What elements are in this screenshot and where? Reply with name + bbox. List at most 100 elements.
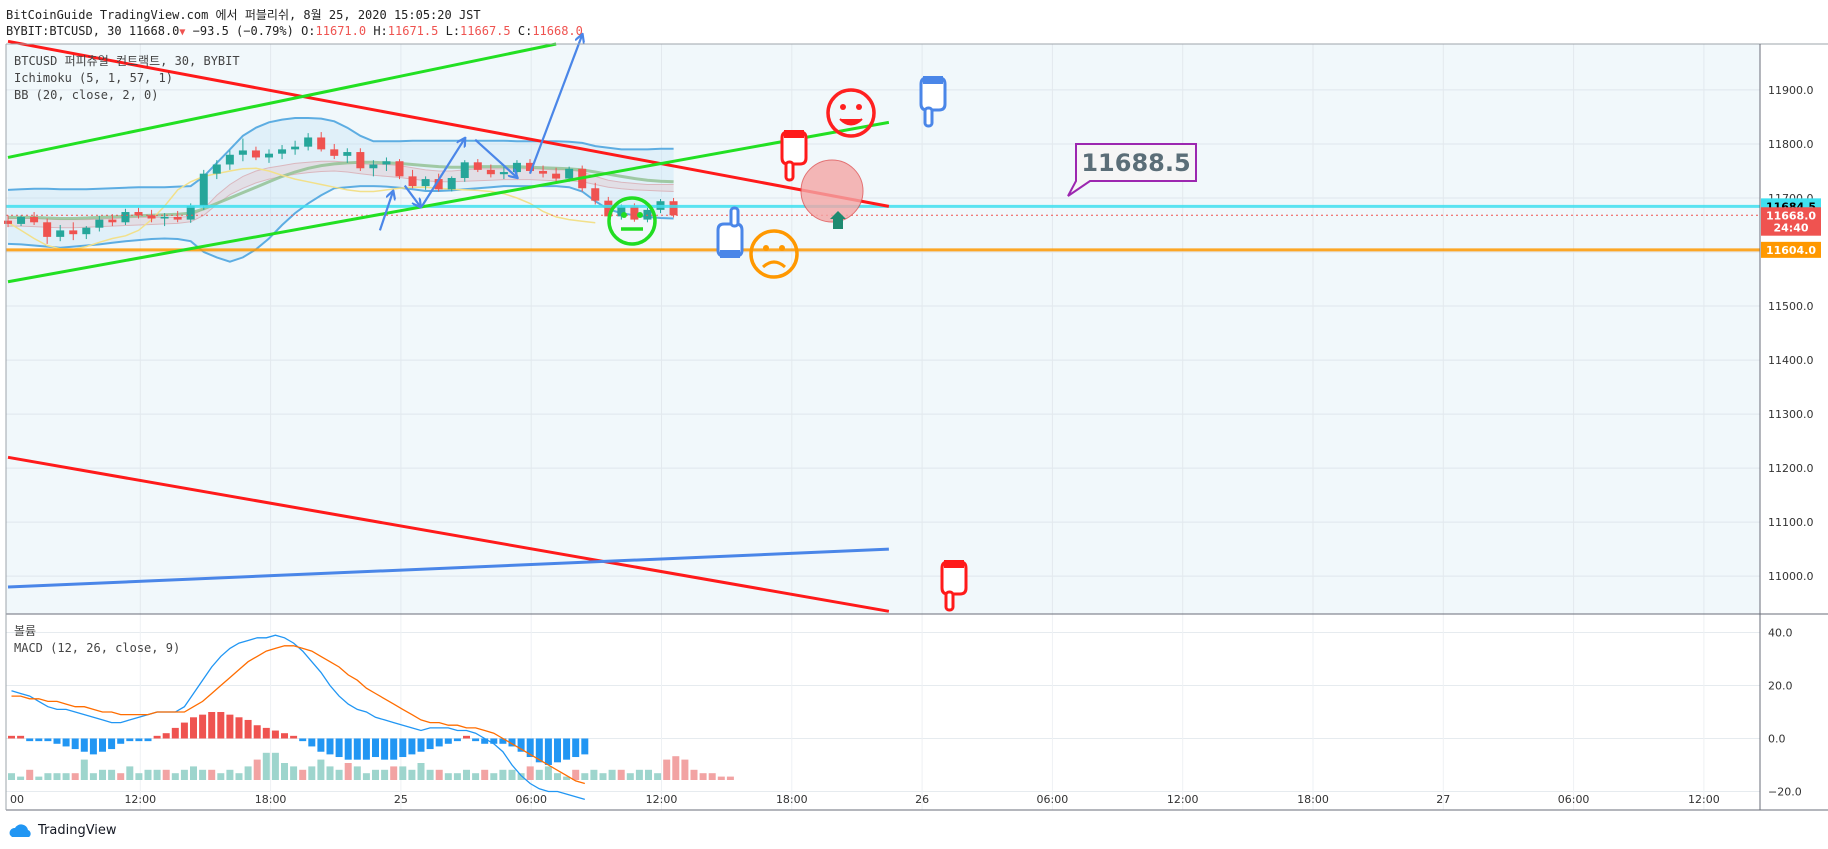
candle-body bbox=[499, 172, 508, 175]
open-value: 11671.0 bbox=[315, 24, 367, 38]
volume-bar bbox=[554, 773, 561, 780]
volume-bar bbox=[572, 769, 580, 780]
volume-bar bbox=[71, 773, 79, 780]
candle-body bbox=[30, 216, 39, 223]
trend-line-blue bbox=[7, 547, 889, 589]
price-tag-label: 11668.0 bbox=[1766, 209, 1816, 222]
legend-bb[interactable]: BB (20, close, 2, 0) bbox=[14, 88, 159, 102]
candle-body bbox=[291, 146, 300, 150]
volume-bar bbox=[217, 773, 225, 780]
volume-bar bbox=[490, 773, 498, 780]
histogram-bar bbox=[399, 738, 407, 758]
volume-bar bbox=[344, 763, 352, 780]
volume-bar bbox=[80, 759, 88, 780]
tradingview-footer[interactable]: TradingView bbox=[8, 823, 117, 838]
volume-bar bbox=[399, 766, 407, 780]
histogram-bar bbox=[35, 738, 43, 742]
volume-bar bbox=[481, 769, 489, 780]
hand-down-red-icon bbox=[780, 130, 808, 182]
histogram-bar bbox=[408, 738, 416, 755]
macd-tick-label: 40.0 bbox=[1768, 627, 1793, 640]
histogram-bar bbox=[190, 717, 197, 739]
close-label: C: bbox=[517, 24, 533, 38]
candle-body bbox=[369, 164, 378, 169]
time-axis[interactable]: 00 12:00 18:00 25 06:00 12:00 18:00 26 06:00 12:0… bbox=[10, 793, 1720, 806]
histogram-bar bbox=[126, 738, 134, 742]
histogram-bar bbox=[508, 738, 516, 747]
volume-bar bbox=[581, 773, 589, 780]
volume-bar bbox=[26, 769, 34, 780]
volume-bar bbox=[208, 769, 216, 780]
hand-down-red-icon-cuff bbox=[784, 130, 804, 138]
volume-bar bbox=[672, 756, 680, 780]
histogram-bar bbox=[362, 738, 370, 760]
candle-body bbox=[552, 173, 561, 179]
volume-bar bbox=[226, 769, 234, 780]
candle-body bbox=[134, 212, 143, 216]
histogram-bar bbox=[444, 738, 452, 744]
histogram-bar bbox=[544, 738, 552, 765]
hand-down-red2-icon-cuff bbox=[944, 560, 964, 568]
volume-bar bbox=[617, 769, 625, 780]
candle-body bbox=[539, 170, 548, 174]
volume-bar bbox=[199, 769, 207, 780]
histogram-bar bbox=[563, 738, 571, 760]
candle-body bbox=[617, 206, 626, 217]
price-pane-bg bbox=[6, 44, 1760, 614]
neutral-face-icon-eye bbox=[637, 212, 643, 218]
high-value: 11671.5 bbox=[387, 24, 439, 38]
neutral-face-icon bbox=[607, 196, 657, 246]
volume-bar bbox=[44, 773, 52, 780]
price-tick-label: 11300.0 bbox=[1768, 408, 1814, 421]
candle-body bbox=[265, 153, 273, 158]
histogram-bar bbox=[53, 738, 61, 744]
volume-bar bbox=[544, 766, 552, 780]
histogram-bar bbox=[535, 738, 543, 763]
volume-bar bbox=[89, 773, 97, 780]
forecast-arrow bbox=[528, 35, 582, 175]
volume-bar bbox=[180, 769, 188, 780]
histogram-bar bbox=[344, 738, 352, 760]
hand-down-blue-icon-cuff bbox=[923, 76, 943, 84]
candle-body bbox=[82, 227, 91, 235]
candle-body bbox=[212, 164, 221, 174]
histogram-bar bbox=[62, 738, 70, 747]
histogram-bar bbox=[217, 712, 225, 739]
histogram-bar bbox=[271, 730, 279, 739]
candle-body bbox=[395, 161, 404, 177]
low-label: L: bbox=[445, 24, 461, 38]
histogram-bar bbox=[372, 738, 379, 758]
histogram-bar bbox=[517, 738, 525, 752]
histogram-bar bbox=[99, 738, 106, 752]
hand-up-blue-icon bbox=[716, 206, 744, 258]
candle-body bbox=[304, 137, 313, 147]
forecast-arrow bbox=[420, 139, 465, 208]
candle-body bbox=[526, 162, 534, 171]
legend-title: BTCUSD 퍼피츄얼 컨트랙트, 30, BYBIT bbox=[14, 54, 240, 68]
legend-macd[interactable]: MACD (12, 26, close, 9) bbox=[14, 641, 181, 655]
candle-body bbox=[225, 154, 234, 165]
legend-volume[interactable]: 볼륨 bbox=[14, 624, 37, 638]
histogram-bar bbox=[499, 738, 507, 744]
volume-bar bbox=[117, 773, 125, 780]
volume-bar bbox=[417, 763, 425, 780]
candle-body bbox=[486, 169, 495, 175]
legend-ichimoku[interactable]: Ichimoku (5, 1, 57, 1) bbox=[14, 71, 173, 85]
happy-face-icon-eye bbox=[840, 104, 846, 110]
sad-face-icon-mouth bbox=[761, 260, 787, 269]
price-tick-label: 11900.0 bbox=[1768, 84, 1814, 97]
time-tick-label: 18:00 bbox=[1297, 793, 1329, 806]
candle-body bbox=[669, 201, 678, 216]
volume-bar bbox=[271, 752, 279, 780]
price-bubble-label: 11688.5 bbox=[1081, 149, 1190, 177]
forecast-arrow bbox=[403, 184, 421, 207]
price-axis[interactable]: 11000.0 11100.0 11200.0 11300.0 11400.0 11500… bbox=[1761, 84, 1821, 799]
ichimoku-cloud bbox=[8, 161, 674, 228]
candle-body bbox=[238, 150, 247, 155]
histogram-bar bbox=[117, 738, 125, 744]
volume-bar bbox=[390, 766, 398, 780]
high-label: H: bbox=[373, 24, 388, 38]
candle-body bbox=[17, 216, 26, 224]
last-price: 11668.0 bbox=[128, 24, 180, 38]
